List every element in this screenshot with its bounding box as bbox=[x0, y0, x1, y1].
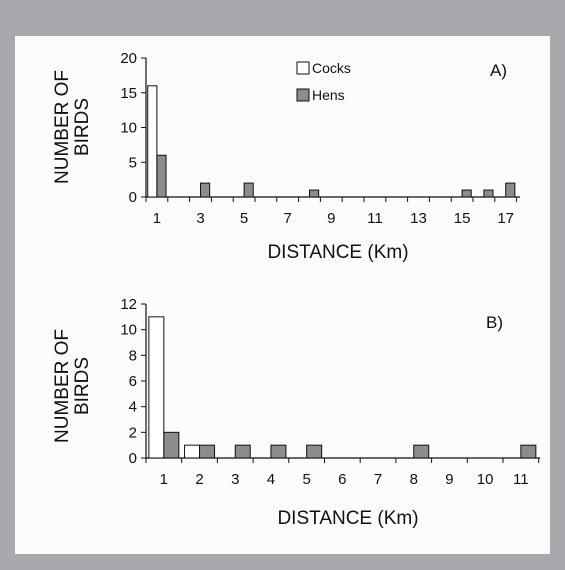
y-tick-label: 0 bbox=[129, 450, 137, 467]
legend-label: Cocks bbox=[312, 60, 351, 76]
y-axis-title-line: NUMBER OF bbox=[52, 70, 73, 184]
y-tick-label: 10 bbox=[120, 120, 137, 137]
figure-card bbox=[15, 36, 550, 554]
x-tick-label: 5 bbox=[240, 210, 248, 227]
legend-hens-swatch bbox=[296, 88, 310, 102]
y-axis-title-line: NUMBER OF bbox=[52, 329, 73, 443]
y-axis-title: NUMBER OFBIRDS bbox=[52, 329, 93, 443]
x-tick-label: 3 bbox=[196, 210, 204, 227]
y-tick-label: 6 bbox=[129, 373, 137, 390]
x-tick-label: 10 bbox=[477, 471, 494, 488]
y-tick-label: 2 bbox=[129, 424, 137, 441]
hens-bar bbox=[483, 189, 494, 198]
cocks-bar bbox=[147, 85, 158, 198]
y-tick-label: 8 bbox=[129, 347, 137, 364]
y-axis-title: NUMBER OFBIRDS bbox=[52, 70, 93, 184]
hens-bar bbox=[234, 444, 251, 459]
y-axis-title-line: BIRDS bbox=[72, 357, 93, 415]
hens-bar bbox=[199, 444, 216, 459]
hens-bar bbox=[156, 154, 167, 198]
x-tick-label: 6 bbox=[338, 471, 346, 488]
x-tick-label: 1 bbox=[153, 210, 161, 227]
y-axis-title-line: BIRDS bbox=[72, 98, 93, 156]
y-tick-label: 10 bbox=[120, 322, 137, 339]
x-tick-label: 1 bbox=[160, 471, 168, 488]
hens-bar bbox=[505, 182, 516, 198]
hens-bar bbox=[270, 444, 287, 459]
hens-bar bbox=[163, 431, 180, 459]
panel-label: B) bbox=[486, 313, 503, 332]
panel-label: A) bbox=[490, 61, 507, 80]
x-tick-label: 9 bbox=[445, 471, 453, 488]
x-tick-label: 17 bbox=[497, 210, 514, 227]
y-tick-label: 20 bbox=[120, 50, 137, 67]
x-axis-title: DISTANCE (Km) bbox=[277, 508, 418, 529]
cocks-bar bbox=[148, 316, 165, 459]
hens-bar bbox=[461, 189, 472, 198]
x-tick-label: 4 bbox=[267, 471, 275, 488]
x-tick-label: 11 bbox=[513, 471, 529, 488]
x-tick-label: 9 bbox=[327, 210, 335, 227]
x-tick-label: 5 bbox=[302, 471, 310, 488]
x-tick-label: 7 bbox=[284, 210, 292, 227]
y-tick-label: 15 bbox=[120, 85, 137, 102]
x-axis-title: DISTANCE (Km) bbox=[267, 242, 408, 263]
hens-bar bbox=[413, 444, 430, 459]
hens-bar bbox=[243, 182, 254, 198]
x-tick-label: 2 bbox=[195, 471, 203, 488]
hens-bar bbox=[200, 182, 211, 198]
x-tick-label: 13 bbox=[410, 210, 427, 227]
y-tick-label: 5 bbox=[129, 154, 137, 171]
cocks-bar bbox=[184, 444, 201, 459]
x-tick-label: 8 bbox=[410, 471, 418, 488]
hens-bar bbox=[309, 189, 320, 198]
x-tick-label: 7 bbox=[374, 471, 382, 488]
hens-bar bbox=[306, 444, 323, 459]
y-tick-label: 0 bbox=[129, 189, 137, 206]
x-tick-label: 3 bbox=[231, 471, 239, 488]
legend-cocks-swatch bbox=[296, 61, 310, 75]
x-tick-label: 15 bbox=[454, 210, 471, 227]
y-tick-label: 4 bbox=[129, 399, 137, 416]
y-tick-label: 12 bbox=[120, 296, 137, 313]
hens-bar bbox=[520, 444, 537, 459]
x-tick-label: 11 bbox=[367, 210, 383, 227]
legend-label: Hens bbox=[312, 87, 345, 103]
